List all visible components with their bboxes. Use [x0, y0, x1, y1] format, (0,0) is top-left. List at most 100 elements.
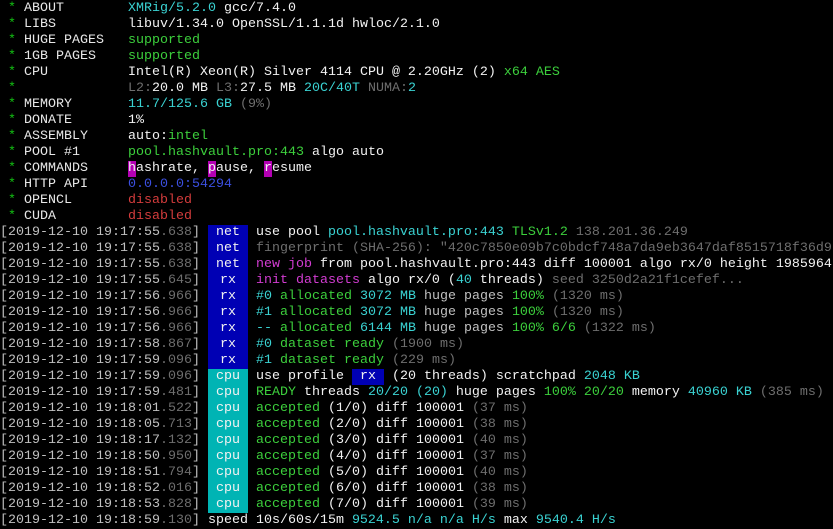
spacer — [248, 449, 256, 465]
log-tag-rx: rx — [207, 273, 248, 289]
bracket: [ — [0, 401, 8, 416]
log-message-segment: TLSv1.2 — [511, 225, 576, 240]
log-message-segment: huge pages — [447, 385, 544, 400]
log-message-segment: rx — [351, 369, 384, 385]
bracket: ] — [191, 369, 208, 384]
log-tag-rx: rx — [207, 337, 248, 353]
log-message-segment: (6/0) diff 100001 — [319, 481, 472, 496]
log-message-segment: (1320 ms) — [551, 305, 624, 320]
header-label: 1GB PAGES — [24, 49, 96, 64]
log-message-segment: use pool — [255, 225, 328, 240]
bracket: [ — [0, 225, 8, 240]
spacer — [248, 241, 256, 257]
log-message-segment: dataset ready — [279, 353, 392, 368]
log-tag-cpu: cpu — [207, 369, 248, 385]
header-value-segment: p — [207, 161, 216, 177]
spacer — [248, 385, 256, 401]
log-message-segment: 40 — [455, 273, 472, 288]
log-timestamp: 2019-12-10 19:17:59 — [8, 353, 160, 368]
log-message-segment: from pool.hashvault.pro:443 diff 100001 … — [311, 257, 832, 272]
spacer — [120, 97, 128, 113]
header-value-segment: 20C/40T — [304, 81, 368, 96]
header-value-segment: esume — [271, 161, 312, 176]
log-timestamp: 2019-12-10 19:18:17 — [8, 433, 160, 448]
log-line: [2019-12-10 19:17:58.867] rx #0 dataset … — [0, 337, 833, 353]
header-label: LIBS — [24, 17, 56, 32]
spacer — [120, 17, 128, 33]
log-timestamp-ms: .828 — [159, 497, 192, 512]
spacer — [120, 49, 128, 65]
header-value-segment: L3: — [216, 81, 240, 96]
header-label: OPENCL — [24, 193, 72, 208]
header-label: POOL #1 — [24, 145, 80, 160]
header-label: ASSEMBLY — [24, 129, 88, 144]
log-timestamp: 2019-12-10 19:18:52 — [8, 481, 160, 496]
header-label: HUGE PAGES — [24, 33, 104, 48]
log-line: [2019-12-10 19:18:51.794] cpu accepted (… — [0, 465, 833, 481]
log-tag-net: net — [207, 241, 248, 257]
header-label: MEMORY — [24, 97, 72, 112]
bracket: ] — [191, 321, 208, 336]
log-message-segment: 3072 MB — [359, 305, 424, 320]
log-message-segment: new job — [255, 257, 312, 272]
header-line: * ABOUT XMRig/5.2.0 gcc/7.4.0 — [0, 1, 833, 17]
log-message-segment: 40960 KB — [687, 385, 760, 400]
header-value-segment: XMRig/5.2.0 — [128, 1, 216, 16]
log-message-segment: #1 — [255, 353, 280, 368]
log-message-segment: dataset ready — [279, 337, 392, 352]
log-message-segment: huge pages — [423, 305, 512, 320]
log-line: [2019-12-10 19:17:59.096] rx #1 dataset … — [0, 353, 833, 369]
log-message-segment: init datasets — [255, 273, 360, 288]
log-timestamp-ms: .638 — [159, 257, 192, 272]
log-timestamp: 2019-12-10 19:17:55 — [8, 225, 160, 240]
log-timestamp-ms: .096 — [159, 353, 192, 368]
log-message-segment: -- — [255, 321, 280, 336]
log-timestamp-ms: .130 — [159, 513, 192, 528]
spacer — [248, 337, 256, 353]
header-line: * MEMORY 11.7/125.6 GB (9%) — [0, 97, 833, 113]
header-value-segment: NUMA: — [368, 81, 408, 96]
log-message-segment: 100% — [511, 305, 552, 320]
log-tag-cpu: cpu — [207, 449, 248, 465]
log-timestamp: 2019-12-10 19:17:55 — [8, 273, 160, 288]
log-line: [2019-12-10 19:18:53.828] cpu accepted (… — [0, 497, 833, 513]
spacer — [120, 113, 128, 129]
header-value-segment: algo auto — [311, 145, 384, 160]
bracket: ] — [191, 465, 208, 480]
log-timestamp-ms: .867 — [159, 337, 192, 352]
log-timestamp-ms: .645 — [159, 273, 192, 288]
header-value-segment: disabled — [128, 193, 192, 208]
log-message-segment: accepted — [255, 465, 320, 480]
log-timestamp-ms: .794 — [159, 465, 192, 480]
spacer — [120, 129, 128, 145]
log-timestamp: 2019-12-10 19:17:56 — [8, 321, 160, 336]
log-message-segment: (1322 ms) — [583, 321, 656, 336]
header-value-segment: 11.7/125.6 GB — [128, 97, 240, 112]
log-message-segment: accepted — [255, 433, 320, 448]
spacer — [248, 417, 256, 433]
log-message-segment: accepted — [255, 449, 320, 464]
log-line: [2019-12-10 19:18:17.132] cpu accepted (… — [0, 433, 833, 449]
bracket: [ — [0, 433, 8, 448]
header-value-segment: supported — [128, 33, 200, 48]
log-timestamp: 2019-12-10 19:17:59 — [8, 385, 160, 400]
log-message-segment: allocated — [279, 321, 360, 336]
log-tag-cpu: cpu — [207, 417, 248, 433]
log-tag-rx: rx — [207, 305, 248, 321]
log-message-segment: fingerprint (SHA-256): "420c7850e09b7c0b… — [255, 241, 832, 256]
bracket: ] — [191, 513, 208, 528]
spacer — [120, 81, 128, 97]
spacer — [248, 289, 256, 305]
log-message-segment: 100% 6/6 — [511, 321, 584, 336]
log-message-segment: (38 ms) — [471, 481, 528, 496]
header-value-segment: disabled — [128, 209, 192, 224]
log-message-segment: (37 ms) — [471, 401, 528, 416]
header-line: * DONATE 1% — [0, 113, 833, 129]
bracket: ] — [191, 481, 208, 496]
bullet-star-icon: * — [0, 177, 24, 192]
spacer — [120, 1, 128, 17]
bullet-star-icon: * — [0, 113, 24, 128]
log-timestamp: 2019-12-10 19:17:55 — [8, 241, 160, 256]
bullet-star-icon: * — [0, 161, 24, 176]
